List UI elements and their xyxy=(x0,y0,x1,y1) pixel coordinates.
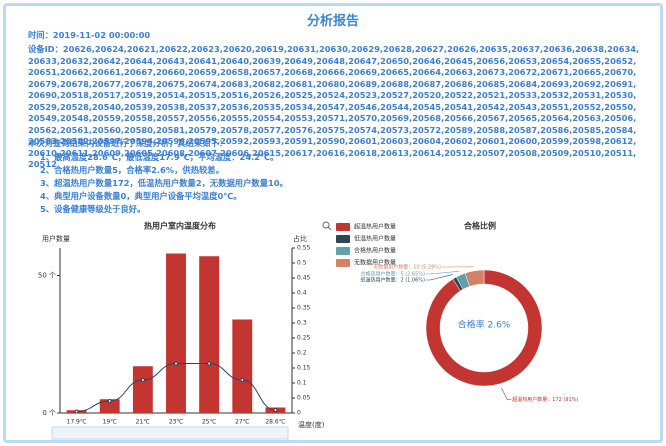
x-tick-label: 27℃ xyxy=(235,419,250,426)
line-point xyxy=(273,408,278,412)
legend-label: 低温热用户数量 xyxy=(354,235,396,243)
y2-tick-label: 0.5 xyxy=(297,260,307,267)
bar xyxy=(99,399,120,413)
x-tick-label: 19℃ xyxy=(103,419,118,426)
list-item: 4、典型用户设备数量0，典型用户设备平均温度0℃。 xyxy=(40,191,242,201)
y2-tick-label: 0.55 xyxy=(297,245,311,252)
line-point xyxy=(140,378,145,382)
y2-tick-label: 0.25 xyxy=(297,335,311,342)
donut-slice xyxy=(425,269,543,387)
slice-label: 低温热用户数量：2 (1.06%) xyxy=(360,277,425,284)
report-frame xyxy=(3,3,663,443)
line-point xyxy=(207,361,212,366)
legend-label: 无数据用户数量 xyxy=(354,259,396,267)
list-item: 2、合格热用户数量5，合格率2.6%，供热较差。 xyxy=(40,165,224,175)
legend-swatch xyxy=(336,235,350,243)
x-tick-label: 28.6℃ xyxy=(265,419,285,426)
slice-label: 无数据用户数量：10 (5.29%) xyxy=(373,264,441,271)
legend-swatch xyxy=(336,259,350,267)
y2-tick-label: 0.05 xyxy=(297,395,311,402)
slice-label: 超温热用户数量：172 (91%) xyxy=(512,396,578,403)
label-leader xyxy=(501,387,512,400)
chart-title: 热用户室内温度分布 xyxy=(144,221,216,231)
chart-title: 合格比例 xyxy=(463,221,496,231)
line-point xyxy=(240,378,245,382)
report-time: 时间：2019-11-02 00:00:00 xyxy=(28,30,151,40)
zoom-slider[interactable] xyxy=(51,426,289,440)
bar xyxy=(166,253,186,413)
y2-tick-label: 0.1 xyxy=(297,380,307,387)
legend-label: 超温热用户数量 xyxy=(354,223,396,231)
legend-swatch xyxy=(336,223,350,231)
y2-tick-label: 0.35 xyxy=(297,305,311,312)
x-tick-label: 25℃ xyxy=(202,419,217,426)
bar xyxy=(132,366,153,413)
slice-label: 合格热用户数量：5 (2.65%) xyxy=(360,271,425,278)
x-tick-label: 23℃ xyxy=(169,419,184,426)
search-icon[interactable] xyxy=(322,221,330,229)
summary: 本次对查询结果内设备进行了深度分析，其结果如下： xyxy=(28,138,228,148)
y-axis-label: 用户数量 xyxy=(42,234,70,243)
donut-slice xyxy=(464,269,485,287)
y2-tick-label: 0.3 xyxy=(297,320,307,327)
y2-tick-label: 0.2 xyxy=(297,350,307,357)
list-item: 3、超温热用户数量172，低温热用户数量2，无数据用户数量10。 xyxy=(40,178,288,188)
y2-tick-label: 0.4 xyxy=(297,290,307,297)
list-item: 5、设备健康等级处于良好。 xyxy=(40,204,146,214)
y-tick-label: 50 个 xyxy=(38,272,56,280)
line-point xyxy=(74,409,79,414)
label-leader xyxy=(426,270,459,275)
search-icon xyxy=(327,226,332,231)
device-ids: 设备ID：20626,20624,20621,20622,20623,20620… xyxy=(28,44,640,169)
y2-tick-label: 0.15 xyxy=(297,365,311,372)
bar xyxy=(199,256,220,413)
bar xyxy=(232,319,253,413)
x-tick-label: 17.9℃ xyxy=(67,419,87,426)
line-point xyxy=(107,399,112,403)
label-leader xyxy=(426,274,453,281)
legend-swatch xyxy=(336,247,350,255)
report-title: 分析报告 xyxy=(306,14,359,29)
y2-tick-label: 0.45 xyxy=(297,275,311,282)
center-label: 合格率 2.6% xyxy=(458,319,511,331)
list-item: 1、最高温度28.6℃，最低温度17.9℃，平均温度：24.2℃。 xyxy=(40,152,279,162)
y2-axis-label: 占比 xyxy=(293,234,307,243)
x-tick-label: 21℃ xyxy=(136,419,151,426)
x-axis-label: 温度(度) xyxy=(298,420,325,429)
legend-label: 合格热用户数量 xyxy=(354,247,396,255)
line-point xyxy=(174,361,178,366)
y2-tick-label: 0 xyxy=(297,410,301,417)
y-tick-label: 0 个 xyxy=(42,409,56,417)
